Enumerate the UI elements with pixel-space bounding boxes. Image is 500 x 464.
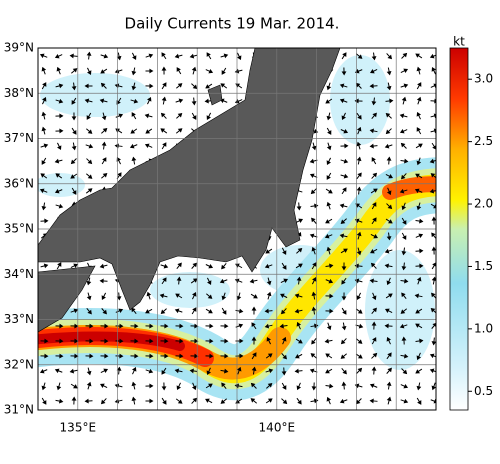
lat-label: 38°N (4, 86, 34, 100)
lat-label: 36°N (4, 176, 34, 190)
lat-label: 37°N (4, 131, 34, 145)
colorbar-tick-label: 3.0 (474, 72, 493, 86)
colorbar-tick-label: 1.5 (474, 259, 493, 273)
lat-label: 33°N (4, 312, 34, 326)
lat-label: 35°N (4, 222, 34, 236)
colorbar-tick-label: 0.5 (474, 384, 493, 398)
lat-label: 32°N (4, 357, 34, 371)
lon-label: 135°E (60, 421, 97, 435)
colorbar-tick-label: 1.0 (474, 321, 493, 335)
title: Daily Currents 19 Mar. 2014. (125, 15, 340, 33)
colorbar-unit: kt (453, 35, 465, 49)
lat-label: 39°N (4, 41, 34, 55)
lon-label: 140°E (259, 421, 296, 435)
colorbar-tick-label: 2.5 (474, 134, 493, 148)
lat-label: 34°N (4, 267, 34, 281)
colorbar (450, 48, 468, 410)
colorbar-tick-label: 2.0 (474, 197, 493, 211)
lat-label: 31°N (4, 403, 34, 417)
map (30, 48, 445, 410)
